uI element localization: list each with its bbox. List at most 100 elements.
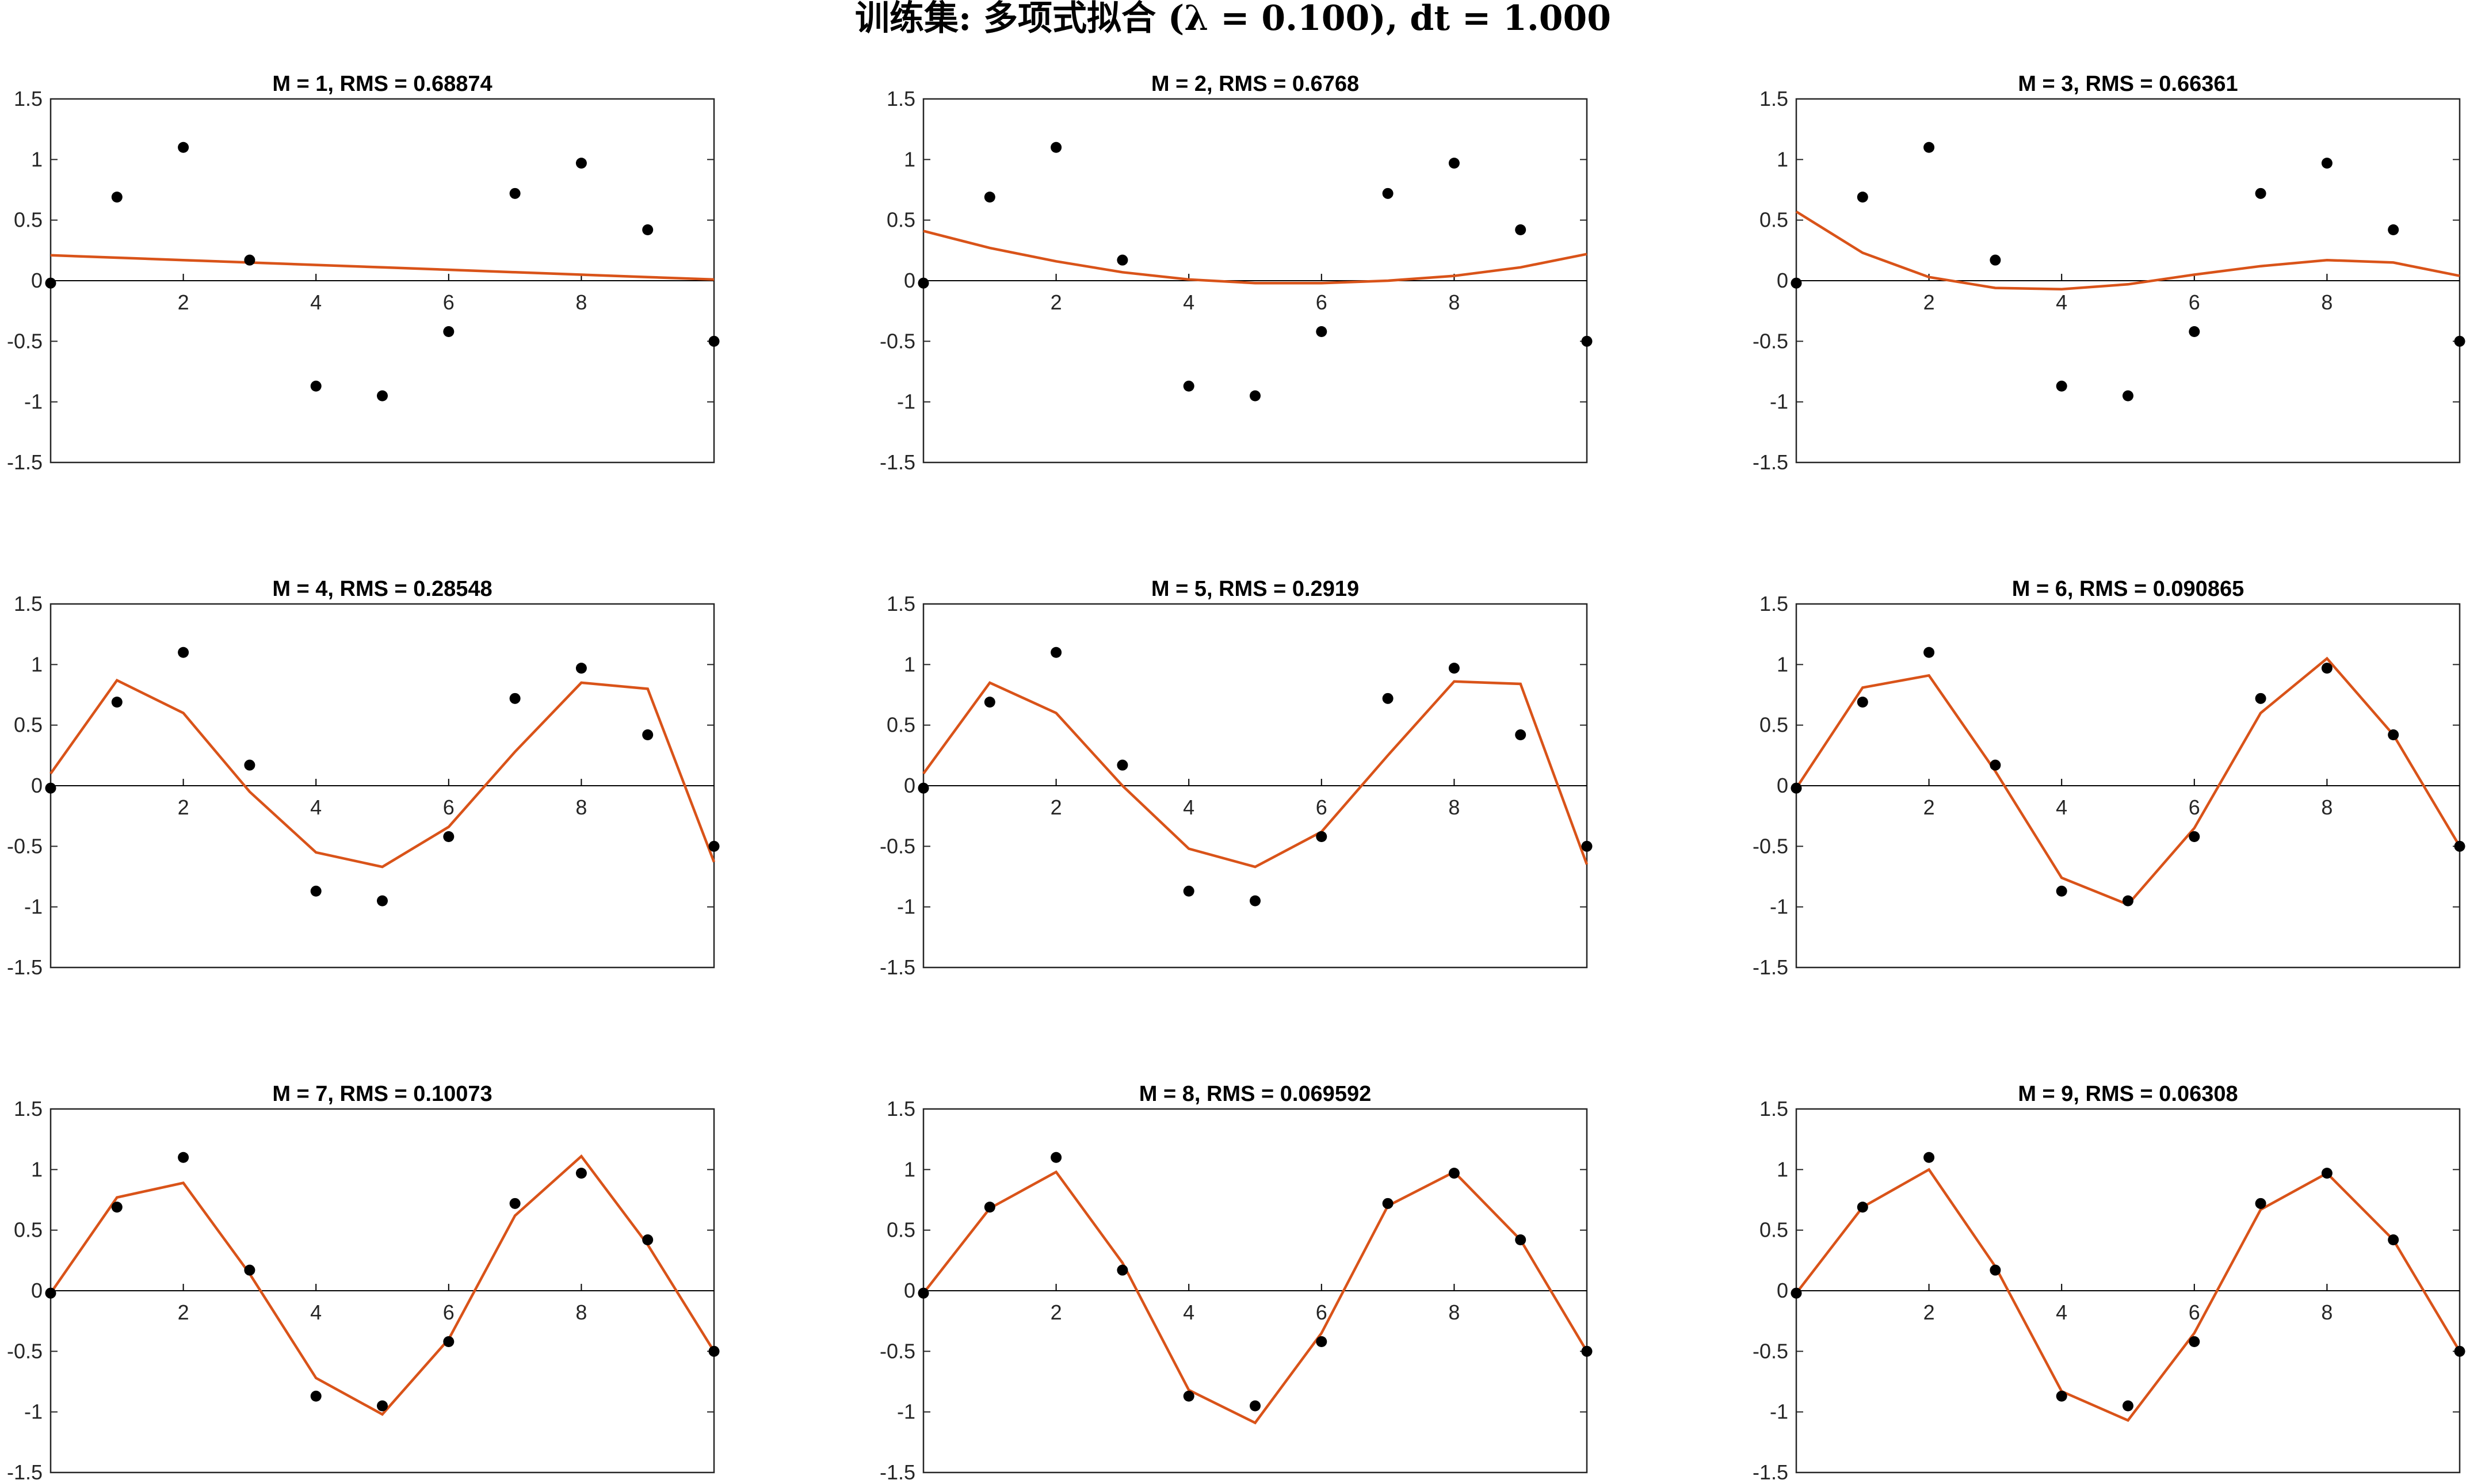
x-tick-label: 2 xyxy=(178,795,189,819)
fit-line xyxy=(922,1170,1588,1425)
data-point xyxy=(2321,1168,2333,1179)
data-point xyxy=(2388,1234,2399,1246)
data-point xyxy=(1316,326,1327,337)
subplot-7: M = 7, RMS = 0.10073 1.5 1 0.5 0 -0.5 -1 -1.5 2 4… xyxy=(7,1082,720,1484)
y-tick-label: 1 xyxy=(31,652,43,676)
data-point xyxy=(1923,141,1935,153)
x-tick-label: 6 xyxy=(1316,795,1327,819)
y-tick-label: -1.5 xyxy=(880,1460,915,1484)
data-point xyxy=(45,782,56,794)
data-point xyxy=(509,1198,521,1209)
data-point xyxy=(1515,224,1526,236)
fit-line xyxy=(923,230,1587,285)
y-tick-label: 0.5 xyxy=(887,1218,915,1242)
subplot-title: M = 1, RMS = 0.68874 xyxy=(272,72,492,96)
y-tick-label: 1.5 xyxy=(1759,592,1788,615)
subplot-title: M = 4, RMS = 0.28548 xyxy=(272,577,492,601)
data-point xyxy=(244,759,255,771)
x-tick-label: 2 xyxy=(178,1301,189,1324)
subplot-title: M = 8, RMS = 0.069592 xyxy=(1139,1082,1371,1106)
x-tick-label: 4 xyxy=(2056,795,2067,819)
y-tick-label: -1 xyxy=(24,1400,43,1424)
subplot-1: M = 1, RMS = 0.68874 1.5 1 0.5 0 -0.5 -1 -1.5 2 4… xyxy=(7,72,720,474)
y-tick-label: -1 xyxy=(897,1400,915,1424)
data-point xyxy=(244,254,255,266)
data-point xyxy=(708,840,720,852)
y-tick-label: 1.5 xyxy=(14,592,43,615)
data-point xyxy=(918,782,929,794)
y-tick-label: 0.5 xyxy=(14,713,43,737)
y-tick-label: -1.5 xyxy=(880,955,915,979)
data-point xyxy=(1857,192,1868,203)
y-tick-label: -0.5 xyxy=(1753,834,1788,858)
y-tick-label: 1 xyxy=(31,147,43,171)
y-tick-label: 0.5 xyxy=(1759,713,1788,737)
data-point xyxy=(1990,254,2001,266)
data-point xyxy=(509,693,521,704)
x-tick-label: 4 xyxy=(310,290,322,314)
data-point xyxy=(1316,831,1327,842)
subplot-9: M = 9, RMS = 0.06308 1.5 1 0.5 0 -0.5 -1 -1.5 2 4… xyxy=(1753,1082,2465,1484)
y-tick-label: 0.5 xyxy=(1759,208,1788,232)
data-point xyxy=(1791,277,1802,289)
y-tick-label: -1 xyxy=(897,895,915,919)
data-point xyxy=(1382,1198,1394,1209)
y-tick-label: -0.5 xyxy=(880,329,915,353)
data-point xyxy=(1581,335,1593,347)
data-point xyxy=(310,885,322,897)
data-point xyxy=(178,647,189,658)
x-tick-label: 4 xyxy=(2056,290,2067,314)
x-tick-label: 2 xyxy=(178,290,189,314)
x-tick-label: 8 xyxy=(2321,290,2333,314)
data-point xyxy=(1250,1400,1261,1412)
y-tick-label: 0 xyxy=(31,269,43,292)
data-point xyxy=(443,1336,455,1347)
data-point xyxy=(2189,326,2200,337)
data-point xyxy=(1117,254,1128,266)
data-point xyxy=(1791,782,1802,794)
subplot-4: M = 4, RMS = 0.28548 1.5 1 0.5 0 -0.5 -1 -1.5 2 4… xyxy=(7,577,720,979)
x-tick-label: 6 xyxy=(443,290,455,314)
data-point xyxy=(984,697,995,708)
x-tick-label: 8 xyxy=(575,290,587,314)
data-point xyxy=(244,1264,255,1276)
data-point xyxy=(45,277,56,289)
data-point xyxy=(1923,1152,1935,1163)
data-point xyxy=(178,141,189,153)
subplot-title: M = 3, RMS = 0.66361 xyxy=(2018,72,2238,96)
data-point xyxy=(2454,840,2465,852)
data-point xyxy=(575,663,587,674)
x-tick-label: 4 xyxy=(310,795,322,819)
subplot-6: M = 6, RMS = 0.090865 1.5 1 0.5 0 -0.5 -1 -1.5 2… xyxy=(1753,577,2465,979)
data-point xyxy=(2189,831,2200,842)
y-tick-label: 1.5 xyxy=(887,87,915,110)
data-point xyxy=(2321,663,2333,674)
y-tick-label: 1.5 xyxy=(887,592,915,615)
data-point xyxy=(1448,1168,1460,1179)
data-point xyxy=(1051,647,1062,658)
data-point xyxy=(310,1390,322,1402)
data-point xyxy=(642,224,654,236)
y-tick-label: -0.5 xyxy=(1753,329,1788,353)
data-point xyxy=(1857,1202,1868,1213)
y-tick-label: 0.5 xyxy=(14,208,43,232)
y-tick-label: 0 xyxy=(1777,774,1788,797)
subplot-title: M = 2, RMS = 0.6768 xyxy=(1151,72,1359,96)
data-point xyxy=(2189,1336,2200,1347)
y-tick-label: -0.5 xyxy=(1753,1339,1788,1363)
subplot-8: M = 8, RMS = 0.069592 1.5 1 0.5 0 -0.5 -1 -1.5 2… xyxy=(880,1082,1593,1484)
fit-line xyxy=(1795,1168,2461,1422)
data-point xyxy=(1051,1152,1062,1163)
y-tick-label: -1.5 xyxy=(1753,1460,1788,1484)
subplot-3: M = 3, RMS = 0.66361 1.5 1 0.5 0 -0.5 -1 -1.5 2 4… xyxy=(1753,72,2465,474)
data-point xyxy=(642,1234,654,1246)
y-tick-label: 1.5 xyxy=(1759,87,1788,110)
data-point xyxy=(45,1287,56,1299)
data-point xyxy=(642,729,654,741)
y-tick-label: 1.5 xyxy=(14,87,43,110)
data-point xyxy=(575,158,587,169)
x-tick-label: 6 xyxy=(1316,290,1327,314)
data-point xyxy=(111,1202,123,1213)
y-tick-label: -1.5 xyxy=(880,450,915,474)
